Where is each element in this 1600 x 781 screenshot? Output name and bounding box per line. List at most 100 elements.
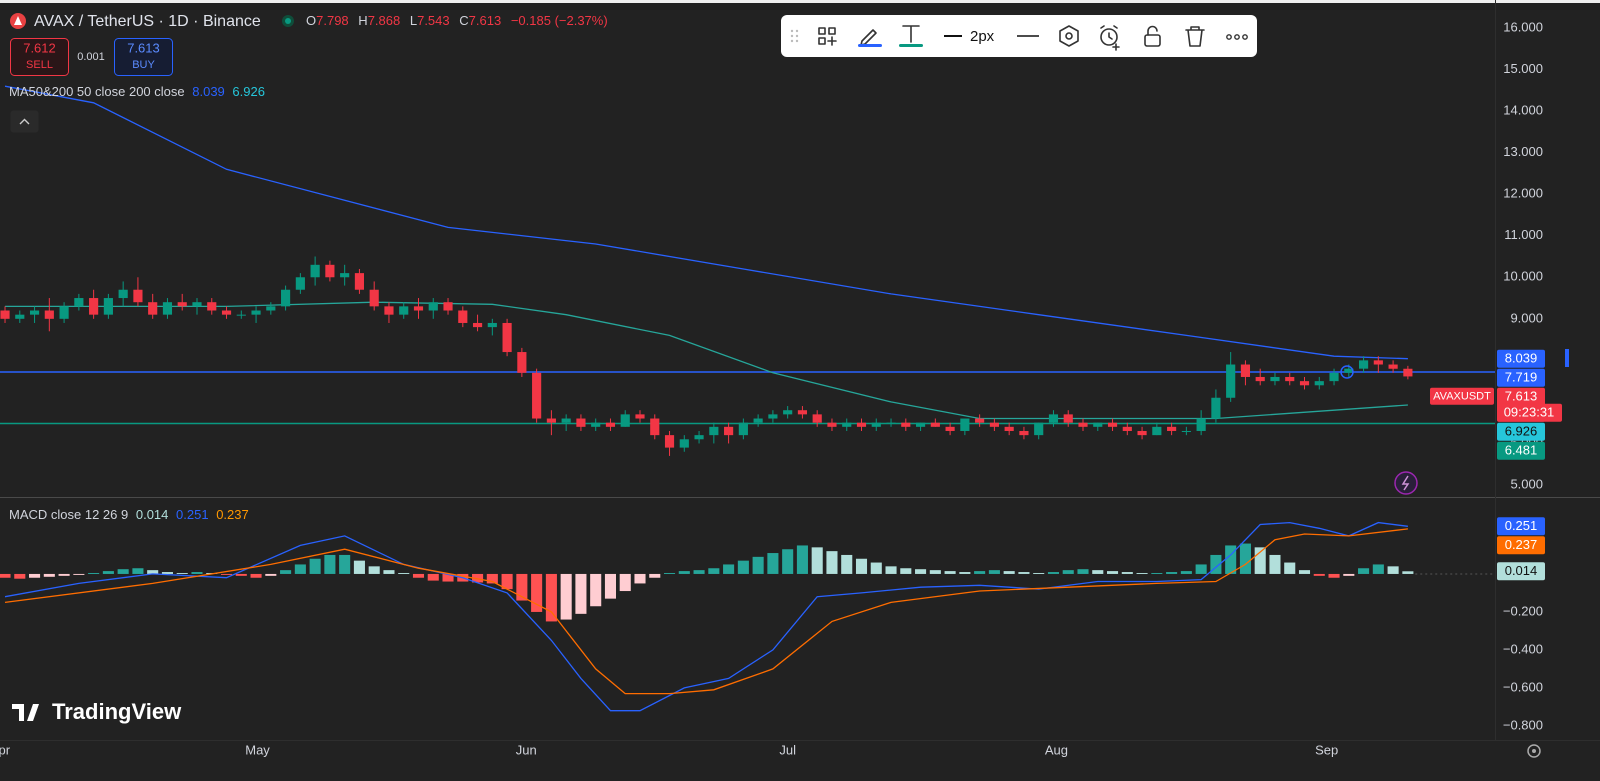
events-button[interactable] [1394, 471, 1418, 495]
macd-legend[interactable]: MACD close 12 26 9 0.014 0.251 0.237 [9, 507, 249, 522]
drag-handle[interactable] [790, 29, 799, 43]
histogram-bar [324, 554, 336, 574]
candle-body [1373, 360, 1383, 365]
histogram-bar [560, 573, 572, 620]
y-tick-label: 10.000 [1503, 269, 1543, 284]
axis-settings-button[interactable] [1527, 744, 1541, 758]
histogram-bar [368, 566, 380, 574]
histogram-bar [29, 573, 41, 578]
line-color-swatch [858, 44, 882, 47]
candle-body [1299, 381, 1310, 386]
delete-button[interactable] [1185, 26, 1205, 47]
lock-button[interactable] [1144, 25, 1161, 47]
sell-button[interactable] [10, 38, 69, 76]
price-label-box [1497, 562, 1545, 581]
candle-body [295, 277, 305, 290]
buy-button[interactable] [114, 38, 173, 76]
settings-button[interactable] [1059, 25, 1079, 47]
candle-body [148, 302, 158, 315]
indicator-line [4, 521, 1408, 712]
price-label-box [1497, 422, 1545, 441]
candle-body [1329, 372, 1339, 382]
candle-body [561, 418, 571, 423]
candle-body [1107, 422, 1118, 427]
line-width-label[interactable]: 2px [970, 28, 995, 45]
candle-body [310, 264, 320, 278]
price-label: 6.481 [1505, 443, 1538, 458]
candle-body [1240, 364, 1251, 377]
candle-body [1122, 426, 1132, 431]
candle-body [1181, 430, 1191, 432]
templates-button[interactable] [818, 27, 837, 46]
events-icon [1401, 475, 1410, 491]
histogram-bar [944, 571, 956, 574]
more-button[interactable] [1226, 34, 1248, 40]
histogram-bar [176, 572, 188, 574]
histogram-bar [826, 551, 838, 574]
histogram-bar [1402, 571, 1414, 574]
buy-price: 7.613 [127, 40, 160, 55]
candle-body [1270, 376, 1280, 382]
histogram-bar [1358, 568, 1370, 574]
symbol-title[interactable]: AVAX / TetherUS · 1D · Binance [34, 13, 261, 30]
histogram-bar [1298, 570, 1311, 574]
ma-legend-value: 8.039 [192, 84, 225, 99]
candle-body [1226, 364, 1236, 398]
candle-body [192, 302, 202, 307]
candle-body [620, 414, 630, 427]
candle-body [1152, 426, 1162, 436]
candle-body [989, 422, 999, 427]
logo-text[interactable]: TradingView [52, 699, 182, 724]
sell-label: SELL [26, 59, 53, 71]
histogram-bar [678, 571, 690, 574]
candle-body [502, 322, 512, 353]
candle-body [15, 314, 25, 319]
histogram-bar [1180, 571, 1192, 574]
histogram-bar [796, 545, 808, 574]
candle-body [251, 310, 261, 315]
market-status-dot [285, 18, 291, 24]
x-tick-label: May [245, 742, 270, 757]
candle-body [162, 302, 173, 315]
ma-legend-title: MA50&200 50 close 200 close [9, 84, 185, 99]
candle-body [797, 410, 808, 415]
candle-body [709, 426, 719, 436]
candle-body [679, 439, 689, 448]
histogram-bar [767, 553, 779, 574]
spread: 0.001 [77, 51, 105, 63]
histogram-bar [1313, 573, 1325, 576]
window-edge [0, 0, 1600, 3]
price-label: 7.719 [1505, 370, 1538, 385]
price-label: 6.926 [1505, 424, 1538, 439]
ma-legend[interactable]: MA50&200 50 close 200 close 8.039 6.926 [9, 84, 265, 99]
candle-body [103, 298, 113, 315]
ohlc-label: C [459, 13, 468, 28]
candle-body [635, 414, 645, 419]
candlestick-pane [0, 85, 1495, 456]
y-tick-label: 14.000 [1503, 103, 1543, 118]
candle-body [443, 302, 453, 311]
candle-body [871, 422, 881, 427]
text-color-button[interactable] [902, 25, 920, 43]
sell-price: 7.612 [23, 40, 56, 55]
collapse-button[interactable] [10, 110, 39, 133]
price-label: 0.014 [1505, 563, 1538, 578]
histogram-bar [398, 572, 410, 574]
price-label: 0.237 [1505, 537, 1538, 552]
ui-layer: AVAX / TetherUS · 1D · Binance O7.798 H7… [9, 13, 1569, 758]
candle-body [1034, 422, 1044, 436]
histogram-bar [132, 568, 144, 574]
buy-label: BUY [132, 59, 155, 71]
histogram-bar [220, 573, 233, 575]
histogram-bar [723, 564, 735, 574]
histogram-bar [811, 547, 823, 574]
line-anchor[interactable] [1340, 365, 1354, 379]
histogram-bar [58, 573, 70, 576]
histogram-bar [870, 562, 882, 574]
histogram-bar [516, 573, 528, 601]
axis-settings-dot [1532, 749, 1536, 753]
candle-body [517, 352, 527, 373]
histogram-bar [1121, 572, 1133, 574]
alert-button[interactable] [1100, 25, 1120, 51]
